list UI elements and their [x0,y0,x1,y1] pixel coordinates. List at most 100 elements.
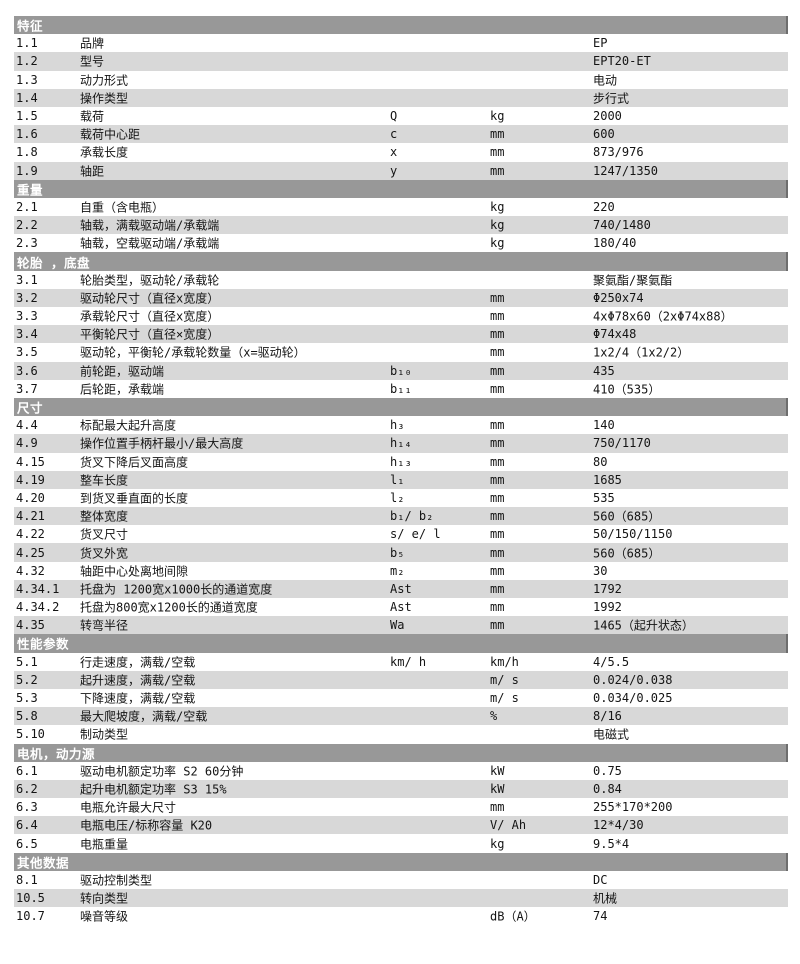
row-value: 74 [593,909,608,924]
row-description: 轴载，空载驱动端/承载端 [80,236,220,251]
table-row: 2.2 轴载，满载驱动端/承载端 kg 740/1480 [14,216,788,235]
table-row: 6.4 电瓶电压/标称容量 K20 V/ Ah 12*4/30 [14,816,788,835]
section-header: 性能参数 [14,634,788,653]
row-value: 435 [593,363,615,378]
row-value: 740/1480 [593,218,651,233]
row-value: 535 [593,490,615,505]
row-index: 3.7 [16,381,38,396]
row-unit: mm [490,418,505,433]
row-value: 0.024/0.038 [593,672,673,687]
row-unit: kg [490,236,505,251]
row-unit: mm [490,490,505,505]
row-index: 3.4 [16,327,38,342]
table-row: 10.5 转向类型 机械 [14,889,788,908]
row-description: 驱动轮尺寸（直径x宽度） [80,291,220,306]
row-value: 220 [593,199,615,214]
row-value: 1792 [593,581,622,596]
row-value: 聚氨酯/聚氨酯 [593,273,673,288]
row-description: 驱动电机额定功率 S2 60分钟 [80,764,244,779]
row-description: 标配最大起升高度 [80,418,177,433]
row-unit: m/ s [490,691,519,706]
row-unit: mm [490,363,505,378]
row-symbol: l₂ [390,490,405,505]
row-unit: kW [490,763,505,778]
row-unit: mm [490,472,505,487]
section-title: 其他数据 [17,855,70,871]
row-unit: mm [490,545,505,560]
table-row: 4.9 操作位置手柄杆最小/最大高度 h₁₄ mm 750/1170 [14,434,788,453]
row-value: 140 [593,418,615,433]
row-symbol: b₁₀ [390,363,412,378]
row-symbol: l₁ [390,472,405,487]
row-index: 4.25 [16,545,45,560]
row-description: 货叉尺寸 [80,527,129,542]
row-index: 4.34.2 [16,600,60,615]
row-description: 轴距 [80,164,105,179]
row-value: 255*170*200 [593,800,673,815]
row-symbol: h₁₄ [390,436,412,451]
row-index: 4.35 [16,618,45,633]
table-row: 3.1 轮胎类型，驱动轮/承载轮 聚氨酯/聚氨酯 [14,270,788,289]
row-value: 0.034/0.025 [593,691,673,706]
row-value: Φ250x74 [593,290,644,305]
row-unit: mm [490,436,505,451]
row-symbol: c [390,127,398,142]
row-index: 2.2 [16,218,38,233]
row-value: 873/976 [593,145,644,160]
table-row: 10.7 噪音等级 dB（A） 74 [14,907,788,926]
row-index: 3.2 [16,290,38,305]
row-symbol: s/ e/ l [390,527,441,542]
row-index: 4.4 [16,418,38,433]
row-symbol: Ast [390,581,412,596]
row-value: 600 [593,127,615,142]
table-row: 1.1 品牌 EP [14,34,788,53]
row-unit: mm [490,327,505,342]
section-title: 轮胎 ，底盘 [17,255,91,271]
row-description: 起升速度，满载/空载 [80,673,196,688]
row-index: 3.6 [16,363,38,378]
section-title: 特征 [17,18,44,34]
row-symbol: m₂ [390,563,405,578]
table-row: 4.20 到货叉垂直面的长度 l₂ mm 535 [14,488,788,508]
row-unit: kg [490,199,505,214]
row-index: 5.3 [16,691,38,706]
row-unit: km/h [490,654,519,669]
row-unit: mm [490,145,505,160]
table-row: 3.4 平衡轮尺寸（直径×宽度） mm Φ74x48 [14,325,788,344]
row-index: 6.2 [16,781,38,796]
row-index: 1.6 [16,127,38,142]
row-value: 12*4/30 [593,818,644,833]
row-symbol: km/ h [390,654,427,669]
row-value: 步行式 [593,91,630,106]
table-row: 4.4 标配最大起升高度 h₃ mm 140 [14,416,788,435]
row-unit: mm [490,600,505,615]
table-row: 4.34.2 托盘为800宽x1200长的通道宽度 Ast mm 1992 [14,598,788,617]
table-row: 6.1 驱动电机额定功率 S2 60分钟 kW 0.75 [14,761,788,780]
row-value: 50/150/1150 [593,527,673,542]
row-symbol: b₅ [390,545,405,560]
row-description: 载荷中心距 [80,127,141,142]
row-value: EP [593,36,608,51]
row-value: 560（685） [593,509,661,524]
table-row: 3.3 承载轮尺寸（直径x宽度） mm 4xΦ78x60（2xΦ74x88） [14,307,788,326]
row-unit: mm [490,527,505,542]
row-index: 2.1 [16,199,38,214]
row-index: 2.3 [16,236,38,251]
table-row: 4.22 货叉尺寸 s/ e/ l mm 50/150/1150 [14,525,788,544]
row-description: 转向类型 [80,891,129,906]
row-index: 8.1 [16,872,38,887]
table-row: 6.5 电瓶重量 kg 9.5*4 [14,834,788,853]
row-unit: mm [490,127,505,142]
row-unit: kg [490,109,505,124]
row-index: 4.20 [16,490,45,505]
row-description: 托盘为 1200宽x1000长的通道宽度 [80,582,273,597]
row-index: 1.9 [16,163,38,178]
table-row: 1.9 轴距 y mm 1247/1350 [14,161,788,180]
table-row: 4.19 整车长度 l₁ mm 1685 [14,470,788,489]
row-unit: kg [490,836,505,851]
table-row: 6.2 起升电机额定功率 S3 15% kW 0.84 [14,779,788,799]
table-row: 2.1 自重（含电瓶） kg 220 [14,197,788,217]
row-value: 4xΦ78x60（2xΦ74x88） [593,309,733,324]
row-description: 整车长度 [80,473,129,488]
row-description: 下降速度，满载/空载 [80,691,196,706]
